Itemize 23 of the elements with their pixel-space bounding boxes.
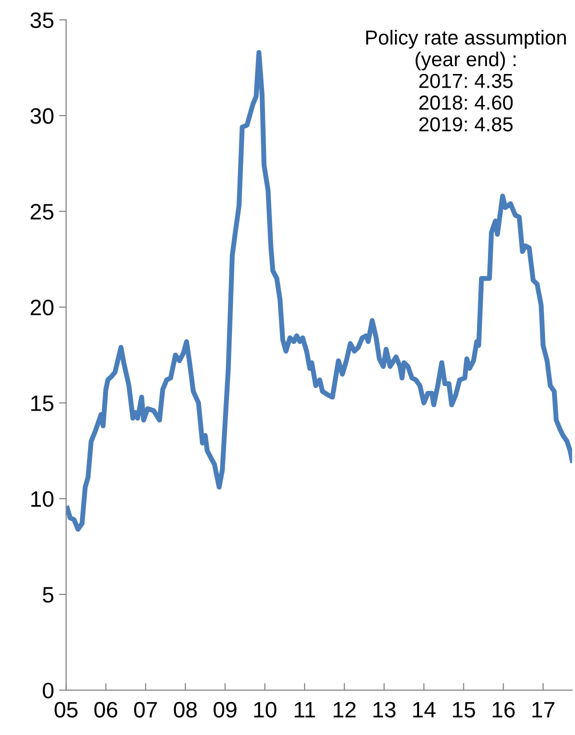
y-tick-label: 25 xyxy=(30,204,54,220)
line-series xyxy=(66,50,572,532)
x-tick-label: 06 xyxy=(94,702,118,718)
x-tick-label: 16 xyxy=(492,702,515,718)
y-tick-label: 20 xyxy=(30,300,54,316)
x-tick-label: 15 xyxy=(452,702,476,718)
x-tick-label: 12 xyxy=(334,702,356,718)
y-tick-label: 5 xyxy=(42,587,54,603)
x-tick-label: 09 xyxy=(214,702,236,718)
annotation: Policy rate assumption (year end) : 2017: 4.35 2018: 4.60 2019: 4.85 xyxy=(366,30,566,132)
x-tick-label: 14 xyxy=(413,702,436,718)
y-tick-label: 35 xyxy=(30,12,54,28)
x-tick-label: 17 xyxy=(532,702,554,718)
y-tick-label: 0 xyxy=(42,682,54,698)
x-tick-label: 08 xyxy=(174,702,197,718)
x-tick-label: 11 xyxy=(294,702,316,718)
x-tick-label: 10 xyxy=(254,702,276,718)
y-tick-label: 15 xyxy=(31,396,54,412)
y-tick-label: 10 xyxy=(31,491,54,507)
y-tick-label: 30 xyxy=(30,108,54,124)
x-tick-label: 13 xyxy=(373,702,396,718)
x-tick-label: 07 xyxy=(134,702,157,718)
x-tick-label: 05 xyxy=(54,702,78,718)
